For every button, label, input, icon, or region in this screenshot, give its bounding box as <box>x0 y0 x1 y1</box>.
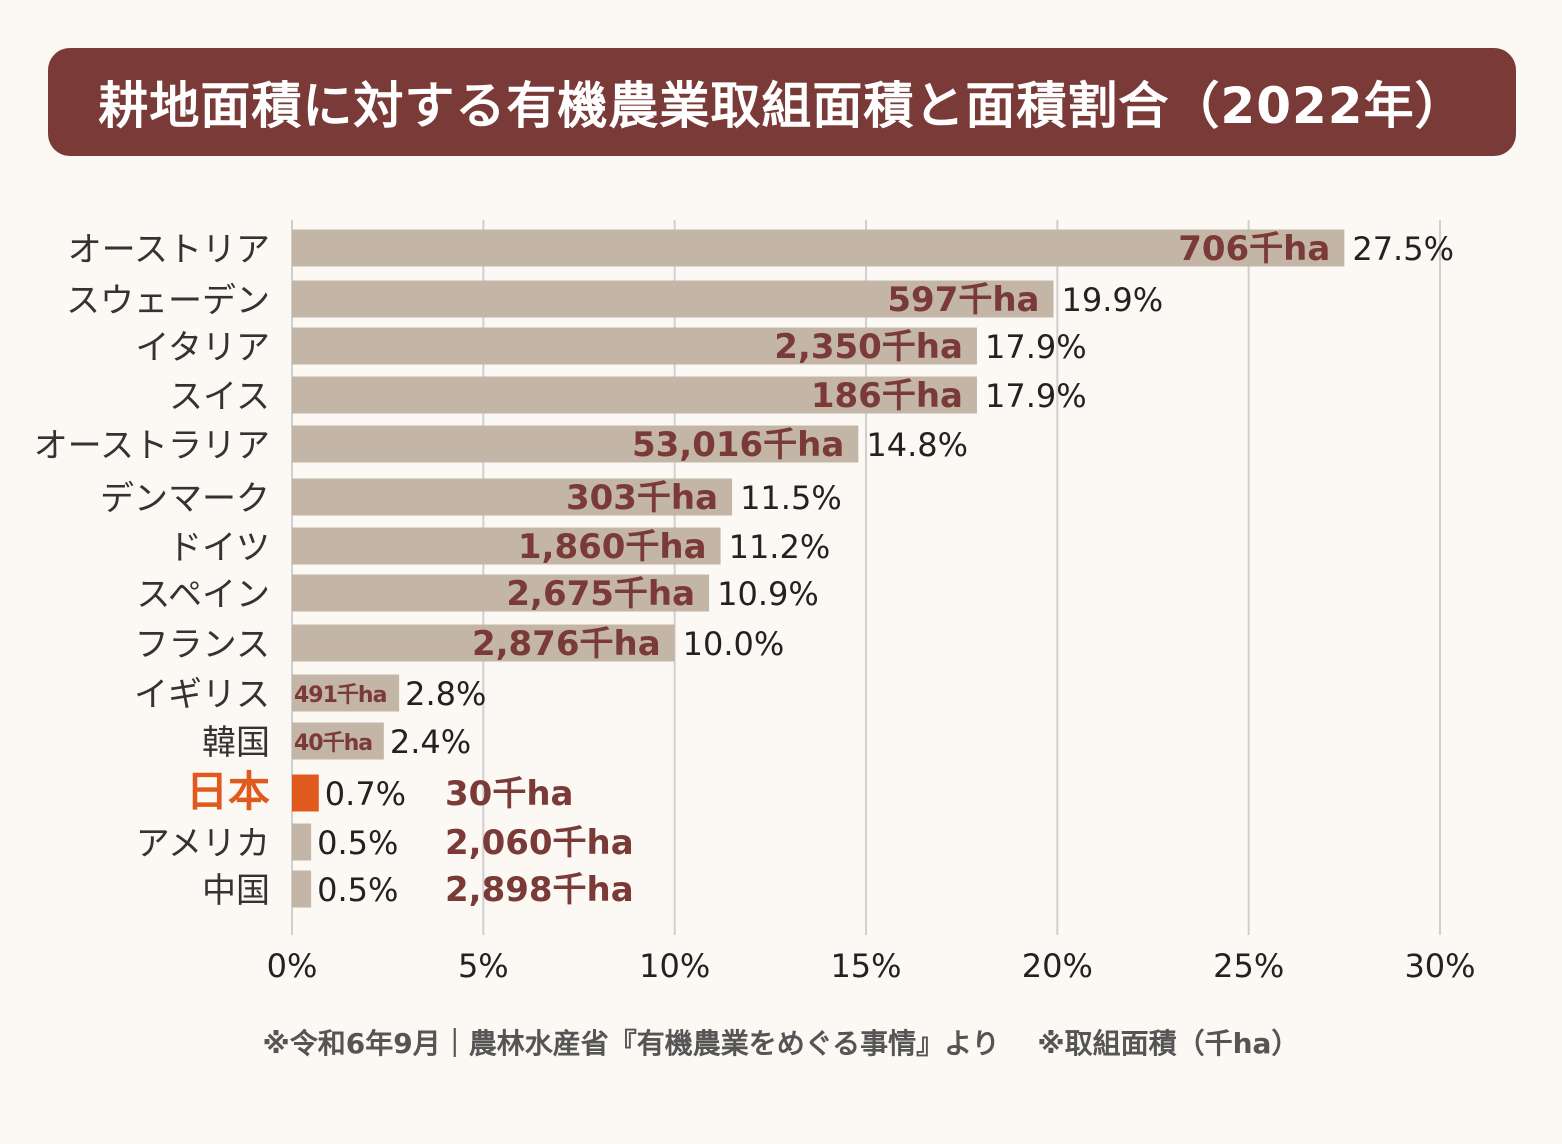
x-tick-label: 0% <box>267 947 318 985</box>
x-tick-label: 20% <box>1022 947 1093 985</box>
source-note: ※令和6年9月｜農林水産省『有機農業をめぐる事情』より <box>262 1027 1000 1060</box>
bar <box>292 327 977 365</box>
area-label: 40千ha <box>294 731 372 756</box>
bar <box>292 870 312 908</box>
area-label: 30千ha <box>445 774 573 814</box>
bar <box>292 280 1054 318</box>
area-label: 2,876千ha <box>472 624 661 664</box>
percent-label: 17.9% <box>985 377 1087 415</box>
percent-label: 11.5% <box>740 479 842 517</box>
footnote: ※令和6年9月｜農林水産省『有機農業をめぐる事情』より ※取組面積（千ha） <box>0 1022 1562 1062</box>
percent-label: 11.2% <box>729 528 831 566</box>
category-label: スペイン <box>136 575 270 615</box>
category-label: 日本 <box>186 767 270 816</box>
area-label: 1,860千ha <box>518 527 707 567</box>
title-banner: 耕地面積に対する有機農業取組面積と面積割合（2022年） <box>48 48 1516 156</box>
x-tick-label: 15% <box>830 947 901 985</box>
category-label: イタリア <box>135 328 270 368</box>
bar <box>292 674 400 712</box>
bar <box>292 624 675 662</box>
category-label: フランス <box>135 625 270 665</box>
bar <box>292 823 312 861</box>
category-label: デンマーク <box>100 479 270 519</box>
area-label: 186千ha <box>811 376 963 416</box>
area-label: 597千ha <box>887 280 1039 320</box>
bar <box>292 376 977 414</box>
category-label: スイス <box>169 377 270 417</box>
unit-note: ※取組面積（千ha） <box>1037 1027 1300 1060</box>
bar <box>292 229 1345 267</box>
area-label: 2,350千ha <box>774 327 963 367</box>
bar <box>292 574 710 612</box>
x-tick-label: 10% <box>639 947 710 985</box>
percent-label: 10.9% <box>717 575 819 613</box>
area-label: 2,898千ha <box>445 870 634 910</box>
x-tick-label: 30% <box>1404 947 1475 985</box>
percent-label: 0.5% <box>317 871 398 909</box>
category-label: ドイツ <box>168 528 270 568</box>
x-tick-label: 5% <box>458 947 509 985</box>
percent-label: 2.8% <box>405 675 486 713</box>
percent-label: 27.5% <box>1352 230 1454 268</box>
x-tick-label: 25% <box>1213 947 1284 985</box>
percent-label: 19.9% <box>1062 281 1164 319</box>
percent-label: 0.7% <box>325 775 406 813</box>
percent-label: 14.8% <box>866 426 968 464</box>
area-label: 2,675千ha <box>506 574 695 614</box>
category-label: 韓国 <box>202 723 270 763</box>
category-label: アメリカ <box>136 824 270 864</box>
chart-title: 耕地面積に対する有機農業取組面積と面積割合（2022年） <box>98 77 1466 135</box>
category-label: オーストリア <box>68 230 270 270</box>
bar <box>292 425 859 463</box>
percent-label: 17.9% <box>985 328 1087 366</box>
area-label: 303千ha <box>566 478 718 518</box>
bar <box>292 527 721 565</box>
category-label: イギリス <box>134 675 270 715</box>
percent-label: 2.4% <box>390 723 471 761</box>
bars <box>292 229 1345 908</box>
area-label: 491千ha <box>294 683 387 708</box>
percent-label: 10.0% <box>683 625 785 663</box>
bar <box>292 774 319 812</box>
category-label: スウェーデン <box>66 281 270 321</box>
bar <box>292 478 733 516</box>
category-label: オーストラリア <box>34 426 270 466</box>
labels: オーストリア 706千ha 27.5% スウェーデン 597千ha 19.9% イタリア 2,… <box>34 229 1454 911</box>
area-label: 53,016千ha <box>632 425 844 465</box>
category-label: 中国 <box>202 871 270 911</box>
percent-label: 0.5% <box>317 824 398 862</box>
bar <box>292 722 384 760</box>
area-label: 2,060千ha <box>445 823 634 863</box>
area-label: 706千ha <box>1178 229 1330 269</box>
